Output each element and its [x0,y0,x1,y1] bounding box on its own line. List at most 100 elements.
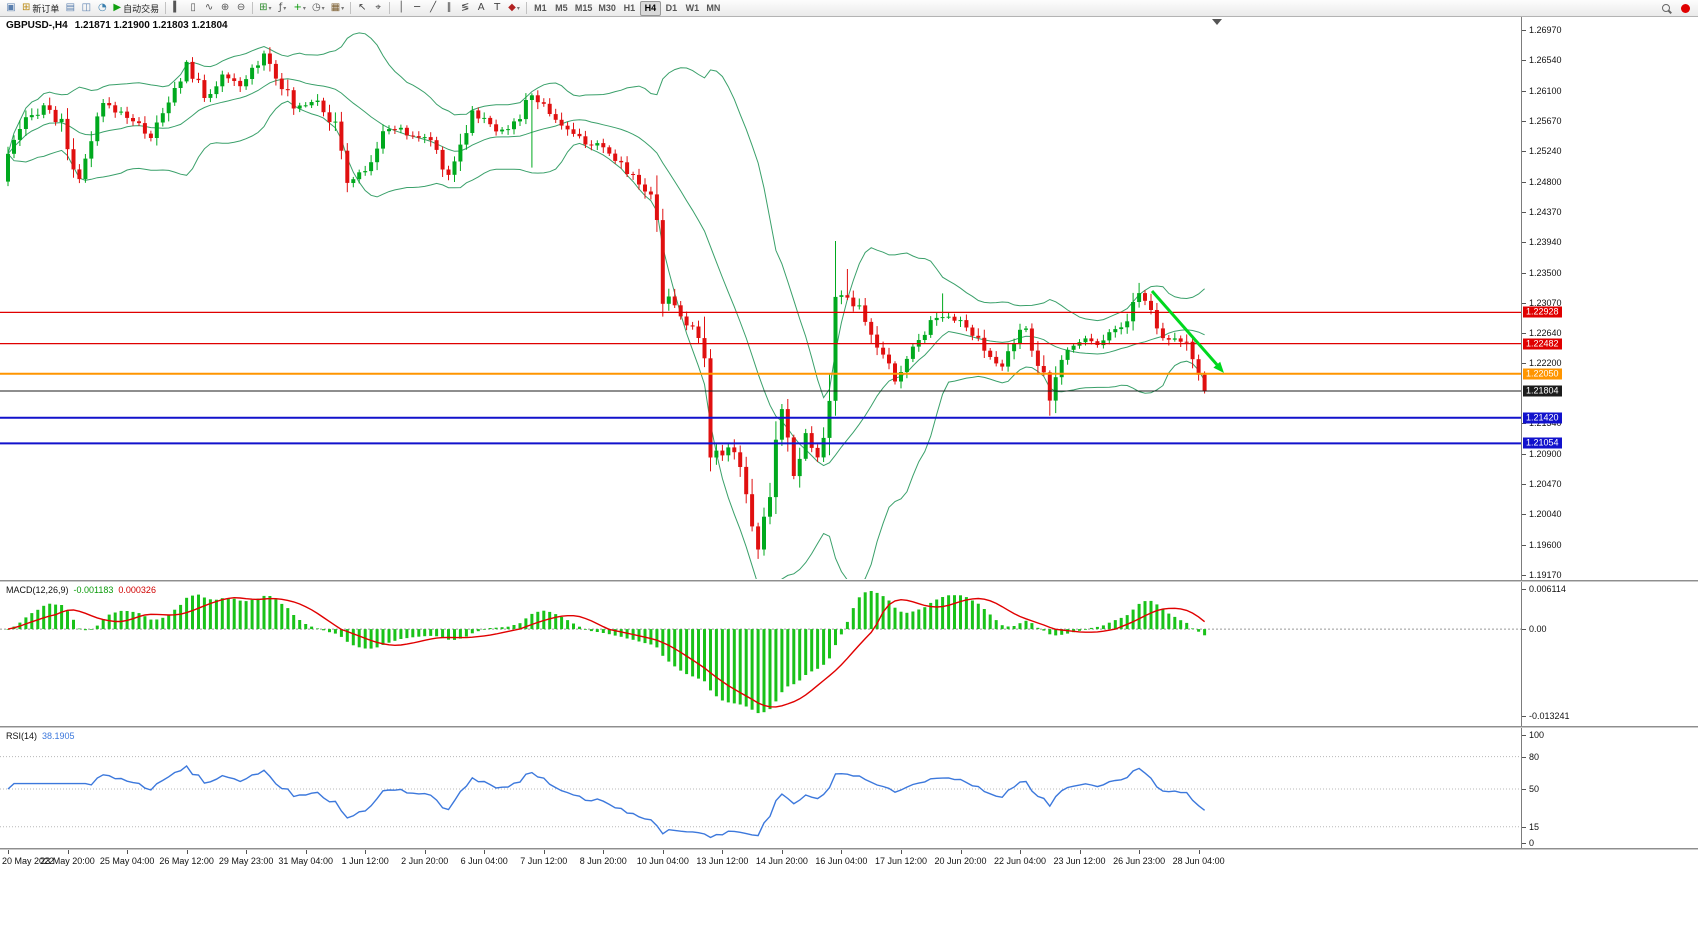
horizontal-line-icon[interactable]: ─ [409,1,425,16]
macd-indicator-label: MACD(12,26,9) -0.001183 0.000326 [6,585,156,595]
price-axis-label: 1.19600 [1522,540,1562,550]
channel-icon[interactable]: ∥ [441,1,457,16]
fibonacci-icon: ≶ [460,2,470,13]
text-icon: A [477,2,485,13]
vertical-line-icon[interactable]: │ [393,1,409,16]
time-label: 8 Jun 20:00 [579,856,627,866]
zoom-in-icon: ⊕ [220,2,230,13]
indicators-icon: ƒ [278,2,283,13]
timeframe-m30-button[interactable]: M30 [598,3,616,13]
toolbar-right-group [1658,1,1695,16]
zoom-out-icon[interactable]: ⊖ [233,1,249,16]
time-axis[interactable]: 20 May 2022 23 May 20:00 25 May 04:00 26 Ma… [0,850,1698,878]
time-label: 22 Jun 04:00 [993,856,1047,866]
price-axis-label: 1.24800 [1522,176,1562,187]
time-tick [722,850,724,854]
templates-icon[interactable]: ▦ ▾ [328,1,347,16]
text-icon[interactable]: A [473,1,489,16]
timeframe-mn-button[interactable]: MN [706,3,721,13]
time-label: 20 May 2022 [2,856,55,866]
timeframe-m5-button[interactable]: M5 [555,3,568,13]
chevron-down-icon: ▾ [283,4,287,12]
time-label: 6 Jun 04:00 [460,856,508,866]
timeframe-d1-button[interactable]: D1 [665,3,678,13]
panel-separator[interactable] [0,848,1698,850]
candlestick-chart-icon[interactable]: ▯ [185,1,201,16]
chart-symbol-period: GBPUSD-,H4 [6,20,68,31]
data-window-icon: ◫ [81,2,92,13]
rsi-axis-label: 15 [1521,821,1540,832]
time-tick [1020,850,1021,854]
rsi-indicator-label: RSI(14) 38.1905 [6,731,75,741]
data-window-icon[interactable]: ◫ [78,1,94,16]
autotrade-button: ▶ [113,2,122,13]
timeframe-w1-button[interactable]: W1 [685,3,700,13]
toolbar-separator [525,2,527,14]
time-label: 20 Jun 20:00 [934,856,987,866]
time-label: 14 Jun 20:00 [755,856,808,866]
arrows-icon[interactable]: ◆ ▾ [505,1,523,16]
tile-windows-icon[interactable]: ⊞ ▾ [256,1,274,16]
time-tick [781,850,783,854]
time-label: 1 Jun 12:00 [341,856,389,866]
time-tick [662,850,664,854]
new-order-button[interactable]: ⊞ 新订单 [19,1,62,16]
terminal-window-icon[interactable]: ▣ [3,1,19,16]
price-chart-canvas[interactable] [0,0,1521,876]
crosshair-icon[interactable]: ⌖ [370,1,386,16]
price-axis-label: 1.23500 [1522,267,1562,278]
price-axis-label: 1.26970 [1522,25,1562,35]
line-chart-icon: ∿ [204,2,214,13]
bar-chart-icon[interactable]: ▍ [169,1,185,16]
templates-icon: ▦ [330,2,341,13]
market-watch-icon[interactable]: ▤ [62,1,78,16]
price-axis-label: 1.20470 [1522,479,1562,490]
chevron-down-icon: ▾ [321,4,325,12]
panel-separator[interactable] [0,580,1698,582]
toolbar-separator [350,2,352,14]
time-tick [841,850,843,854]
add-indicator-icon[interactable]: + ▾ [291,1,309,16]
cursor-icon[interactable]: ↖ [354,1,370,16]
rsi-axis-label: 100 [1521,730,1545,740]
panel-separator[interactable] [0,726,1698,728]
label-icon[interactable]: T [489,1,505,16]
cursor-icon: ↖ [357,2,367,13]
notification-badge-icon[interactable] [1681,3,1690,13]
new-order-button-label: 新订单 [32,3,60,14]
time-label: 31 May 04:00 [278,856,333,866]
main-toolbar: ▣ ⊞ 新订单 ▤ ◫ ◔ ▶ 自动交易 ▍ ▯ ∿ ⊕ ⊖ ⊞ ▾ ƒ ▾ + ▾ ◷ ▾ ▦ ▾ ↖ ⌖ │ ─ ╱ ∥ ≶ A T ◆ ▾ M… [0,0,1698,17]
search-button[interactable] [1658,1,1674,16]
navigator-icon[interactable]: ◔ [94,1,110,16]
chevron-down-icon: ▾ [341,4,345,12]
periods-icon[interactable]: ◷ ▾ [309,1,328,16]
autotrade-button[interactable]: ▶ 自动交易 [110,1,162,16]
price-tag: 1.22482 [1523,338,1562,350]
timeframe-h1-button[interactable]: H1 [623,3,636,13]
rsi-name: RSI(14) [6,731,38,741]
chevron-down-icon: ▾ [268,4,272,12]
fibonacci-icon[interactable]: ≶ [457,1,473,16]
label-icon: T [494,2,501,13]
timeframe-h4-button[interactable]: H4 [639,0,661,16]
line-chart-icon[interactable]: ∿ [201,1,217,16]
market-watch-icon: ▤ [65,2,76,13]
price-axis-label: 1.19170 [1522,570,1562,580]
bar-chart-icon: ▍ [173,2,181,13]
add-indicator-icon: + [293,2,302,13]
time-tick [960,850,962,854]
time-tick [127,850,129,854]
rsi-axis-label: 80 [1521,751,1540,762]
candlestick-chart-icon: ▯ [190,2,196,13]
timeframe-m1-button[interactable]: M1 [534,3,547,13]
price-axis-label: 1.23940 [1522,236,1562,247]
toolbar-left-group: ▣ ⊞ 新订单 ▤ ◫ ◔ ▶ 自动交易 ▍ ▯ ∿ ⊕ ⊖ ⊞ ▾ ƒ ▾ + ▾ ◷ ▾ ▦ ▾ ↖ ⌖ │ ─ ╱ ∥ ≶ A T ◆ ▾ M… [3,0,724,16]
zoom-in-icon[interactable]: ⊕ [217,1,233,16]
price-axis-label: 1.26100 [1522,85,1562,96]
price-axis-label: 1.22640 [1522,327,1562,338]
tile-windows-icon: ⊞ [259,2,268,13]
time-tick [365,850,367,854]
trendline-icon[interactable]: ╱ [425,1,441,16]
timeframe-m15-button[interactable]: M15 [574,3,593,13]
indicators-icon[interactable]: ƒ ▾ [275,1,291,16]
